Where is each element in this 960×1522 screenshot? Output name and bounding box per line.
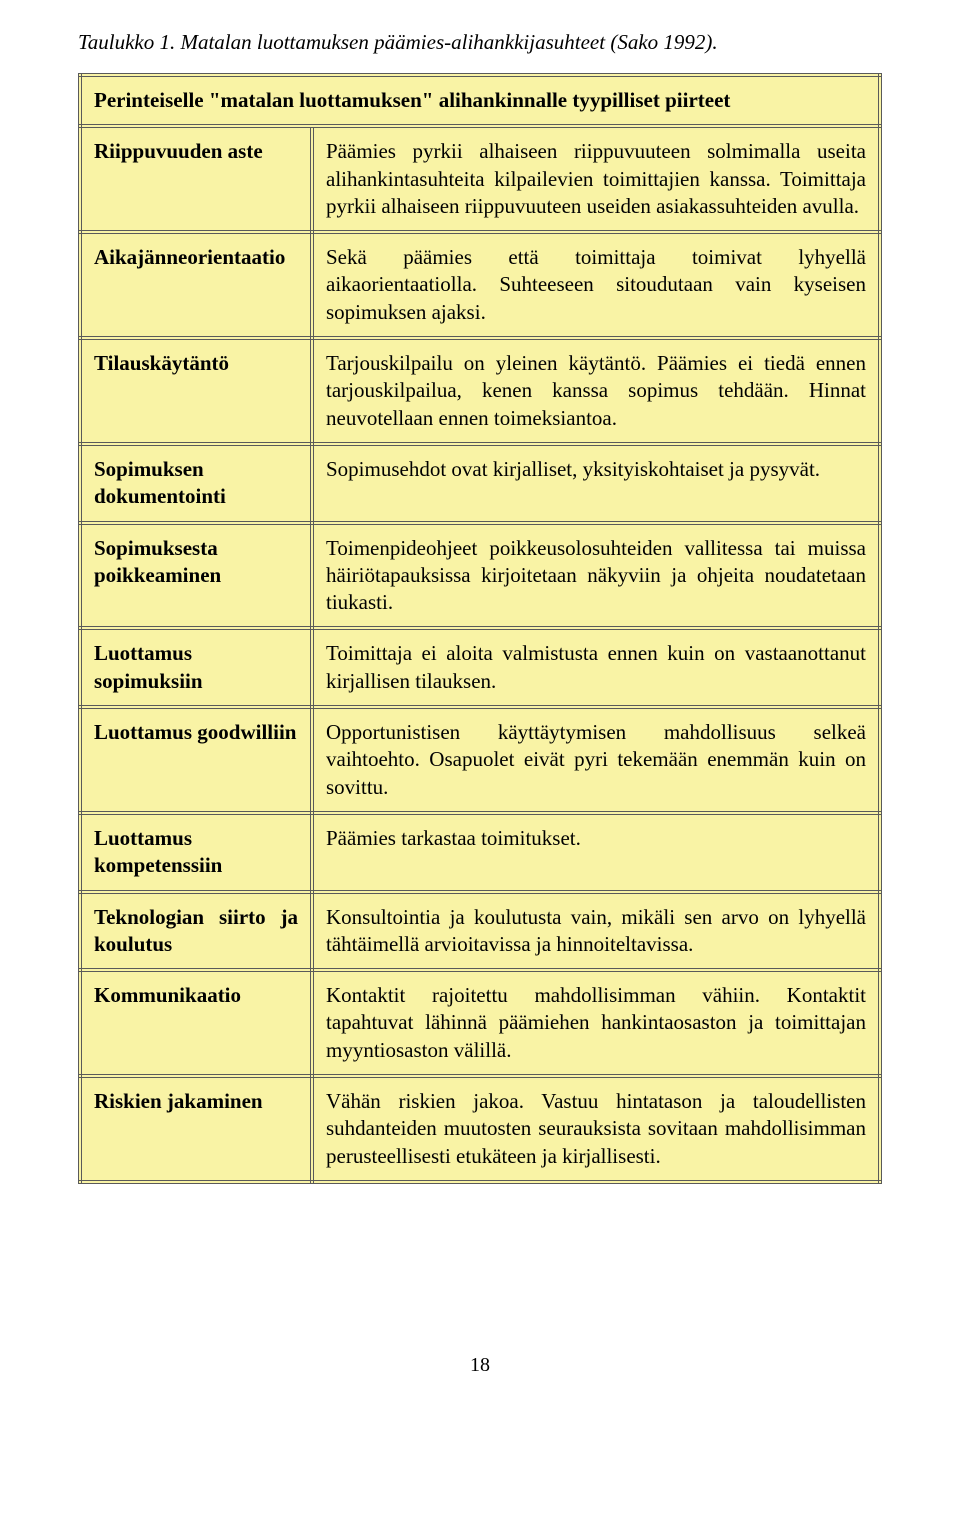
row-label: Luottamus goodwilliin <box>80 707 312 813</box>
row-desc: Toimittaja ei aloita valmistusta ennen k… <box>312 628 880 707</box>
row-label: Riippuvuuden aste <box>80 126 312 232</box>
row-desc: Päämies tarkastaa toimitukset. <box>312 813 880 892</box>
row-label: Luottamus sopimuksiin <box>80 628 312 707</box>
page-number: 18 <box>78 1354 882 1377</box>
table-caption: Taulukko 1. Matalan luottamuksen päämies… <box>78 30 882 55</box>
row-label: Luottamus kompetenssiin <box>80 813 312 892</box>
row-desc: Kontaktit rajoitettu mahdollisimman vähi… <box>312 970 880 1076</box>
row-label: Teknologian siirto ja koulutus <box>80 892 312 971</box>
row-desc: Vähän riskien jakoa. Vastuu hintatason j… <box>312 1076 880 1182</box>
table-row: Aikajänneorientaatio Sekä päämies että t… <box>80 232 880 338</box>
row-label: Sopimuksesta poikkeaminen <box>80 523 312 629</box>
row-desc: Sopimusehdot ovat kirjalliset, yksityisk… <box>312 444 880 523</box>
table-row: Teknologian siirto ja koulutus Konsultoi… <box>80 892 880 971</box>
table-row: Riskien jakaminen Vähän riskien jakoa. V… <box>80 1076 880 1182</box>
row-label: Kommunikaatio <box>80 970 312 1076</box>
row-desc: Päämies pyrkii alhaiseen riippuvuuteen s… <box>312 126 880 232</box>
row-label: Tilauskäytäntö <box>80 338 312 444</box>
table-row: Riippuvuuden aste Päämies pyrkii alhaise… <box>80 126 880 232</box>
row-desc: Konsultointia ja koulutusta vain, mikäli… <box>312 892 880 971</box>
row-desc: Toimenpideohjeet poikkeusolosuhteiden va… <box>312 523 880 629</box>
table-row: Sopimuksesta poikkeaminen Toimenpideohje… <box>80 523 880 629</box>
row-desc: Opportunistisen käyttäytymisen mahdollis… <box>312 707 880 813</box>
row-label: Riskien jakaminen <box>80 1076 312 1182</box>
row-desc: Tarjouskilpailu on yleinen käytäntö. Pää… <box>312 338 880 444</box>
table-row: Luottamus sopimuksiin Toimittaja ei aloi… <box>80 628 880 707</box>
table-row: Kommunikaatio Kontaktit rajoitettu mahdo… <box>80 970 880 1076</box>
row-label: Sopimuksen dokumentointi <box>80 444 312 523</box>
table-header-row: Perinteiselle "matalan luottamuksen" ali… <box>80 75 880 126</box>
table-row: Luottamus kompetenssiin Päämies tarkasta… <box>80 813 880 892</box>
row-label: Aikajänneorientaatio <box>80 232 312 338</box>
row-desc: Sekä päämies että toimittaja toimivat ly… <box>312 232 880 338</box>
table-header-cell: Perinteiselle "matalan luottamuksen" ali… <box>80 75 880 126</box>
table-row: Sopimuksen dokumentointi Sopimusehdot ov… <box>80 444 880 523</box>
table-row: Tilauskäytäntö Tarjouskilpailu on yleine… <box>80 338 880 444</box>
main-table: Perinteiselle "matalan luottamuksen" ali… <box>78 73 882 1184</box>
table-row: Luottamus goodwilliin Opportunistisen kä… <box>80 707 880 813</box>
